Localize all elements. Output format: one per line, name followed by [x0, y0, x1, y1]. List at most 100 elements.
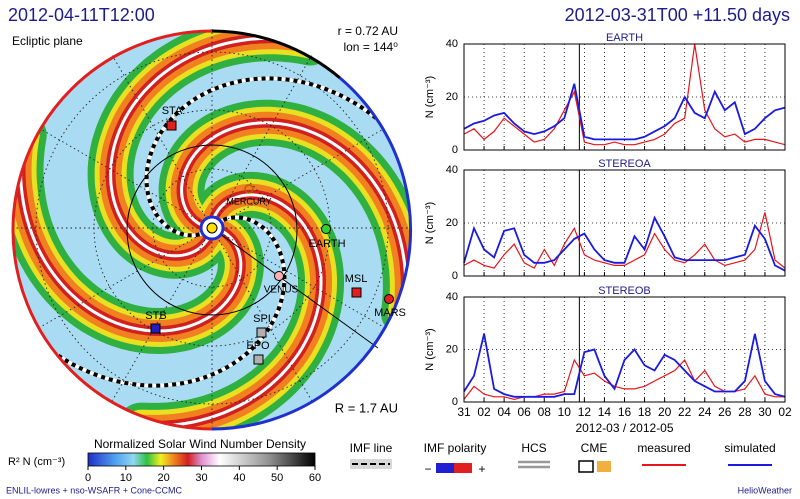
- body-label: STA: [162, 105, 183, 117]
- colorbar-tick-label: 50: [271, 472, 283, 484]
- plot-frame: [463, 43, 786, 151]
- y-axis-label: N (cm⁻³): [424, 328, 436, 370]
- x-tick-label: 02: [477, 405, 491, 419]
- polar-grid-spoke: [39, 234, 201, 328]
- body-label: VENUS: [264, 285, 299, 296]
- chart-title: EARTH: [606, 32, 643, 44]
- longitude-note: lon = 144⁰: [343, 40, 398, 54]
- series-line: [463, 215, 786, 272]
- body-marker: [321, 224, 331, 234]
- polar-title: 2012-04-11T12:00: [8, 5, 155, 25]
- body-marker: [244, 184, 254, 194]
- polar-plot: STA MERCURY EARTH VENUS MSL MARS STB SPI…: [11, 29, 413, 431]
- polar-grid-spoke: [112, 239, 206, 401]
- y-tick-label: 40: [446, 164, 458, 176]
- scale-note: R = 1.7 AU: [335, 400, 398, 415]
- series-line: [463, 83, 786, 141]
- rim: [11, 29, 213, 231]
- polar-grid-spoke: [39, 128, 201, 222]
- series-line: [463, 43, 786, 146]
- legend-label: −: [424, 462, 431, 476]
- y-axis-label: N (cm⁻³): [424, 76, 436, 118]
- x-tick-label: 20: [658, 405, 672, 419]
- x-tick-label: 04: [497, 405, 511, 419]
- radius-note: r = 0.72 AU: [338, 24, 398, 38]
- series-line: [463, 212, 786, 269]
- body-label: MSL: [345, 273, 368, 285]
- polar-grid: [13, 29, 411, 427]
- density-arm: [18, 133, 243, 333]
- legend-swatch: [454, 463, 472, 473]
- polar-grid-spoke: [218, 55, 312, 217]
- series-line: [463, 333, 786, 398]
- density-arm: [180, 121, 408, 315]
- page-header: 2012-03-31T00 +11.50 days: [565, 5, 790, 25]
- x-tick-label: 16: [618, 405, 632, 419]
- legend-swatch: [597, 461, 611, 472]
- body-label: STB: [145, 310, 166, 322]
- colorbar-tick-label: 20: [158, 472, 170, 484]
- y-tick-label: 20: [446, 91, 458, 103]
- colorbar-tick-label: 40: [233, 472, 245, 484]
- legend-label: measured: [637, 441, 690, 455]
- legend-swatch: [436, 463, 454, 473]
- body-marker: [351, 287, 362, 298]
- x-tick-label: 30: [758, 405, 772, 419]
- x-tick-label: 18: [638, 405, 652, 419]
- y-tick-label: 0: [452, 396, 458, 408]
- polar-grid-spoke: [112, 55, 206, 217]
- y-tick-label: 20: [446, 217, 458, 229]
- body-label: SPI: [253, 313, 271, 325]
- y-tick-label: 0: [452, 270, 458, 282]
- legend: IMF line IMF polarity − + HCS CME: [350, 441, 611, 476]
- body-marker: [150, 323, 161, 334]
- x-tick-label: 22: [678, 405, 692, 419]
- colorbar-tick-label: 30: [195, 472, 207, 484]
- rim: [211, 29, 341, 80]
- colorbar-tick-label: 60: [309, 472, 321, 484]
- y-axis-label: N (cm⁻³): [424, 202, 436, 244]
- x-tick-label: 02: [778, 405, 792, 419]
- imf-line: [28, 215, 287, 388]
- footer-left: ENLIL-lowres + nso-WSAFR + Cone-CCMC: [6, 485, 183, 495]
- x-tick-label: 12: [578, 405, 592, 419]
- x-tick-label: 10: [558, 405, 572, 419]
- sight-line: [211, 227, 379, 349]
- body-label: EPO: [246, 340, 270, 352]
- rim: [211, 76, 413, 431]
- colorbar-title: Normalized Solar Wind Number Density: [94, 437, 306, 451]
- footer-right: HelioWeather: [738, 485, 792, 495]
- body-marker: [166, 120, 177, 131]
- x-tick-label: 24: [698, 405, 712, 419]
- body-marker: [384, 294, 394, 304]
- chart-title: STEREOA: [598, 158, 651, 170]
- density-arm: [109, 36, 312, 258]
- density-arm: [139, 193, 323, 428]
- colorbar: [87, 452, 316, 467]
- plot-frame: [463, 169, 786, 277]
- x-tick-label: 08: [538, 405, 552, 419]
- body-marker: [253, 354, 264, 365]
- y-tick-label: 40: [446, 291, 458, 303]
- colorbar-tick-label: 0: [85, 472, 91, 484]
- body-label: MERCURY: [226, 196, 271, 206]
- y-tick-label: 20: [446, 343, 458, 355]
- rim: [11, 229, 213, 431]
- legend-label: HCS: [521, 441, 546, 455]
- body-marker: [256, 327, 267, 338]
- legend-swatch: [578, 460, 594, 473]
- chart-title: STEREOB: [598, 285, 651, 297]
- y-tick-label: 0: [452, 144, 458, 156]
- colorbar-label: R² N (cm⁻³): [8, 456, 65, 468]
- sun: [206, 222, 218, 234]
- legend-label: simulated: [724, 441, 775, 455]
- polar-grid-spoke: [218, 239, 312, 401]
- body-label: EARTH: [308, 238, 345, 250]
- y-tick-label: 40: [446, 38, 458, 50]
- body-label: MARS: [374, 307, 406, 319]
- polar-subtitle: Ecliptic plane: [12, 34, 83, 48]
- density-spirals: [13, 31, 411, 429]
- x-tick-label: 31: [457, 405, 471, 419]
